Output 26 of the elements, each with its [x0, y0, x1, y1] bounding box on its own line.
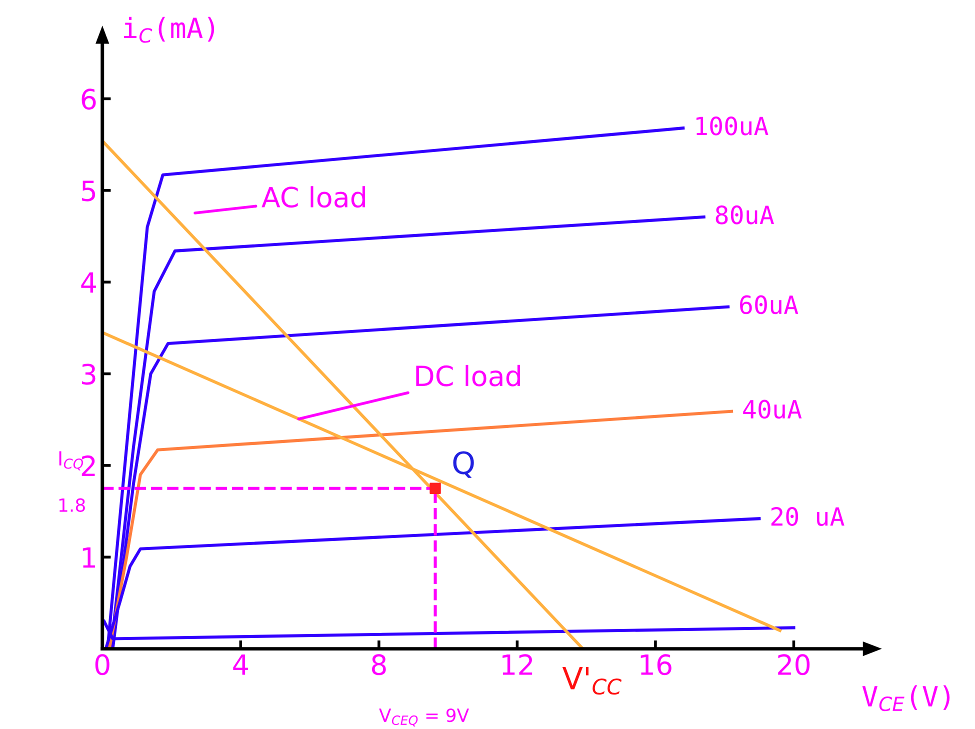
x-tick-label: 20	[778, 654, 810, 676]
annotation: V'$_{CC}$	[562, 667, 622, 695]
text: I$_{CQ}$	[59, 451, 84, 470]
series-label: 100uA	[696, 116, 768, 136]
y-tick-label: 3	[82, 364, 96, 385]
series-label: 60uA	[740, 295, 798, 314]
y-tick-label: 6	[82, 88, 96, 110]
series-label: 80uA	[716, 205, 774, 224]
x-axis-title: V$_{CE}$(V)	[862, 685, 950, 712]
y-axis-title: i$_{C}$(mA)	[124, 16, 214, 43]
series-label: 40uA	[743, 400, 802, 419]
x-tick-label: 16	[640, 654, 672, 676]
y-tick-label: 4	[81, 272, 96, 293]
y-tick-label: 5	[82, 180, 96, 202]
annotation: AC load	[262, 186, 365, 208]
annotation: 1.8	[59, 498, 85, 512]
series-label: 20 uA	[771, 507, 844, 526]
annotation: Q	[453, 451, 474, 478]
annotation: DC load	[416, 364, 520, 386]
text: V$_{CEQ}$ = 9V	[379, 708, 469, 726]
x-tick-label: 4	[233, 654, 248, 675]
y-tick-label: 1	[82, 547, 95, 568]
y-tick-label: 2	[82, 455, 95, 476]
x-tick-label: 12	[502, 654, 532, 675]
x-tick-label: 8	[372, 654, 386, 676]
x-tick-label: 0	[95, 654, 110, 676]
